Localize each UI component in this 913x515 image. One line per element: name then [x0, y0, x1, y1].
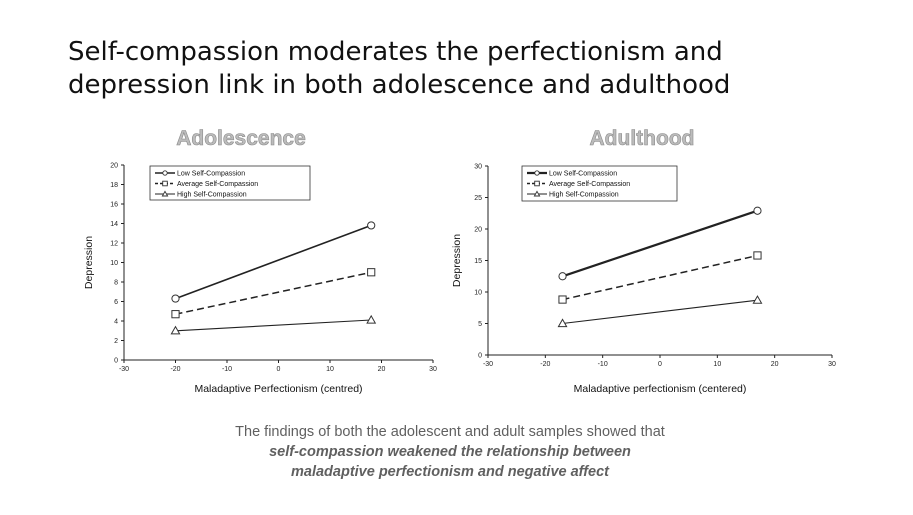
y-tick-label: 4 [114, 319, 118, 326]
series-2 [171, 268, 376, 319]
x-tick-label: -20 [170, 366, 180, 373]
data-point [171, 294, 180, 303]
legend-entry-label: Low Self-Compassion [549, 171, 617, 178]
x-tick-label: -30 [483, 361, 493, 368]
series-line [175, 224, 372, 300]
data-point [171, 310, 180, 319]
slide-title-line-1: Self-compassion moderates the perfection… [68, 37, 723, 67]
y-tick-label: 6 [114, 299, 118, 306]
data-point [753, 206, 762, 215]
y-tick-label: 18 [110, 182, 118, 189]
series-line [562, 209, 758, 278]
y-tick-label: 2 [114, 338, 118, 345]
series-line [175, 271, 372, 315]
legend-box [521, 165, 678, 202]
x-tick-label: 10 [713, 361, 721, 368]
slide-title-line-2: depression link in both adolescence and … [68, 70, 731, 100]
y-tick-label: 10 [474, 290, 482, 297]
y-tick-label: 5 [478, 321, 482, 328]
caption-line-3: maladaptive perfectionism and negative a… [290, 464, 610, 480]
x-tick-label: 0 [658, 361, 662, 368]
legend-entry-label: Low Self-Compassion [177, 171, 245, 178]
legend-entry-label: High Self-Compassion [177, 192, 247, 199]
x-tick-label: -20 [540, 361, 550, 368]
y-axis-label: Depression [451, 234, 463, 287]
data-point [753, 251, 762, 260]
y-tick-label: 0 [478, 353, 482, 360]
y-tick-label: 30 [474, 164, 482, 171]
caption-line-1: The findings of both the adolescent and … [235, 424, 665, 440]
chart-panel-2: Adulthood -30 -20 -10 0 10 20 30 0 5 10 15 20 25 30 Mal… [451, 127, 836, 395]
slide-title: Self-compassion moderates the perfection… [68, 36, 848, 102]
series-1 [558, 206, 762, 281]
chart-title: Adulthood [590, 127, 695, 150]
y-tick-label: 10 [110, 260, 118, 267]
series-3 [557, 295, 763, 328]
legend-marker [161, 190, 169, 197]
chart-title: Adolescence [176, 127, 306, 150]
series-2 [558, 251, 762, 304]
data-point [558, 272, 567, 281]
legend-marker [533, 190, 541, 197]
data-point [367, 268, 376, 277]
legend-entry-label: Average Self-Compassion [549, 181, 630, 188]
data-point [558, 295, 567, 304]
y-axis-label: Depression [83, 236, 95, 289]
data-point [170, 325, 181, 335]
x-tick-label: 20 [378, 366, 386, 373]
series-1 [171, 221, 376, 303]
y-tick-label: 14 [110, 221, 118, 228]
x-tick-label: 30 [429, 366, 437, 373]
y-tick-label: 16 [110, 202, 118, 209]
caption-line-2: self-compassion weakened the relationshi… [269, 444, 631, 460]
data-point [367, 221, 376, 230]
legend-box [149, 165, 311, 201]
x-tick-label: 0 [277, 366, 281, 373]
y-tick-label: 15 [474, 258, 482, 265]
x-axis-label: Maladaptive Perfectionism (centred) [194, 383, 362, 395]
data-point [557, 318, 568, 328]
x-tick-label: 20 [771, 361, 779, 368]
legend-entry-label: Average Self-Compassion [177, 181, 258, 188]
chart-panel-1: Adolescence -30 -20 -10 0 10 20 30 0 2 4 6 8 10 12 14 16… [83, 127, 437, 395]
data-point [752, 295, 763, 304]
series-line [175, 319, 372, 332]
legend-marker [162, 170, 168, 176]
x-tick-label: -10 [222, 366, 232, 373]
x-tick-label: -30 [119, 366, 129, 373]
chart-legend: Low Self-Compassion Average Self-Compassi… [521, 165, 678, 202]
y-tick-label: 25 [474, 195, 482, 202]
legend-entry-label: High Self-Compassion [549, 192, 619, 199]
y-tick-label: 12 [110, 241, 118, 248]
legend-marker [162, 180, 168, 187]
y-tick-label: 20 [474, 227, 482, 234]
y-tick-label: 0 [114, 358, 118, 365]
series-3 [170, 314, 377, 335]
legend-marker [534, 170, 540, 176]
chart-legend: Low Self-Compassion Average Self-Compassi… [149, 165, 311, 201]
x-axis-label: Maladaptive perfectionism (centered) [574, 383, 747, 395]
x-tick-label: 10 [326, 366, 334, 373]
y-tick-label: 20 [110, 163, 118, 170]
series-line [562, 254, 758, 301]
x-tick-label: -10 [598, 361, 608, 368]
series-line [562, 299, 758, 325]
data-point [366, 314, 377, 324]
x-tick-label: 30 [828, 361, 836, 368]
legend-marker [534, 180, 540, 187]
y-tick-label: 8 [114, 280, 118, 287]
